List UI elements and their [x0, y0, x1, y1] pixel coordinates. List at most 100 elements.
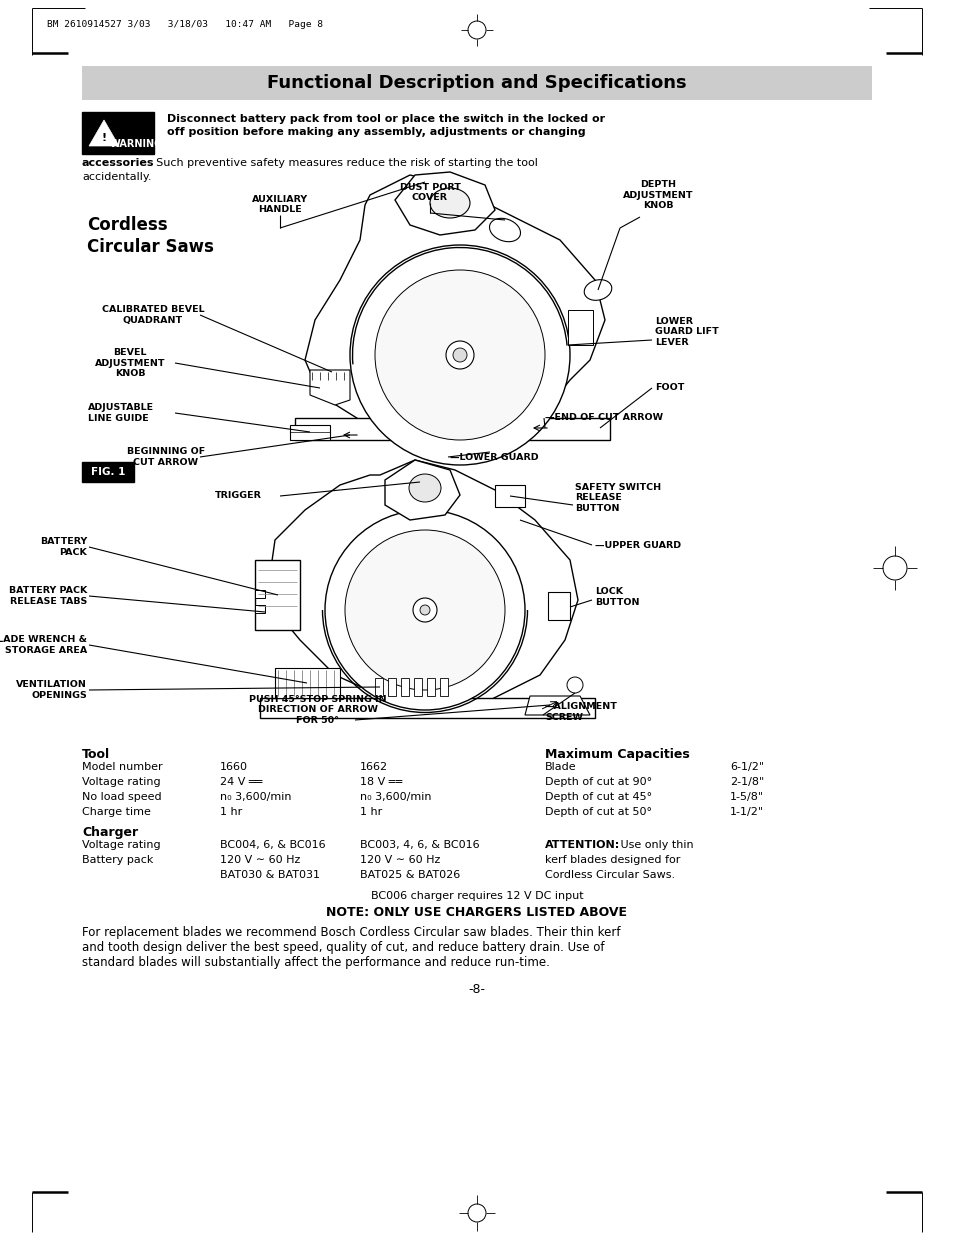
Bar — [414, 678, 421, 697]
Polygon shape — [270, 459, 578, 710]
Text: ATTENTION:: ATTENTION: — [544, 840, 619, 850]
Text: . Such preventive safety measures reduce the risk of starting the tool: . Such preventive safety measures reduce… — [149, 158, 537, 168]
Text: SAFETY SWITCH
RELEASE
BUTTON: SAFETY SWITCH RELEASE BUTTON — [575, 483, 660, 513]
Bar — [439, 678, 448, 697]
Text: —ALIGNMENT
SCREW: —ALIGNMENT SCREW — [544, 703, 618, 721]
Text: 120 V ∼ 60 Hz: 120 V ∼ 60 Hz — [220, 855, 300, 864]
Circle shape — [325, 510, 524, 710]
Circle shape — [375, 270, 544, 440]
Text: 18 V ══: 18 V ══ — [359, 777, 402, 787]
Text: -8-: -8- — [468, 983, 485, 995]
Text: NOTE: ONLY USE CHARGERS LISTED ABOVE: NOTE: ONLY USE CHARGERS LISTED ABOVE — [326, 906, 627, 919]
Text: 1 hr: 1 hr — [220, 806, 242, 818]
Text: 1 hr: 1 hr — [359, 806, 382, 818]
Text: BEVEL
ADJUSTMENT
KNOB: BEVEL ADJUSTMENT KNOB — [94, 348, 165, 378]
Text: —LOWER GUARD: —LOWER GUARD — [450, 452, 538, 462]
Text: ADJUSTABLE
LINE GUIDE: ADJUSTABLE LINE GUIDE — [88, 404, 154, 422]
Bar — [547, 592, 569, 620]
Polygon shape — [395, 172, 495, 235]
Bar — [388, 678, 395, 697]
Polygon shape — [305, 175, 604, 435]
Text: Functional Description and Specifications: Functional Description and Specification… — [267, 74, 686, 91]
Bar — [400, 678, 409, 697]
Text: n₀ 3,600/min: n₀ 3,600/min — [359, 792, 431, 802]
Polygon shape — [89, 120, 119, 146]
Text: Model number: Model number — [82, 762, 162, 772]
Text: AUXILIARY
HANDLE: AUXILIARY HANDLE — [252, 195, 308, 214]
Text: Disconnect battery pack from tool or place the switch in the locked or: Disconnect battery pack from tool or pla… — [167, 114, 604, 124]
Text: 2-1/8": 2-1/8" — [729, 777, 763, 787]
Circle shape — [413, 598, 436, 622]
Text: For replacement blades we recommend Bosch Cordless Circular saw blades. Their th: For replacement blades we recommend Bosc… — [82, 926, 619, 939]
Text: —END OF CUT ARROW: —END OF CUT ARROW — [544, 414, 662, 422]
Text: Use only thin: Use only thin — [617, 840, 693, 850]
Bar — [82, 462, 133, 482]
Text: Charger: Charger — [82, 826, 138, 839]
Text: BM 2610914527 3/03   3/18/03   10:47 AM   Page 8: BM 2610914527 3/03 3/18/03 10:47 AM Page… — [47, 20, 323, 28]
Text: Voltage rating: Voltage rating — [82, 777, 160, 787]
Text: BATTERY PACK
RELEASE TABS: BATTERY PACK RELEASE TABS — [9, 587, 87, 605]
Text: Voltage rating: Voltage rating — [82, 840, 160, 850]
Bar — [427, 678, 435, 697]
Polygon shape — [260, 698, 595, 718]
Text: VENTILATION
OPENINGS: VENTILATION OPENINGS — [16, 680, 87, 700]
Text: 1-1/2": 1-1/2" — [729, 806, 763, 818]
Text: Charge time: Charge time — [82, 806, 151, 818]
Text: BEGINNING OF
CUT ARROW: BEGINNING OF CUT ARROW — [127, 447, 205, 467]
Text: BAT025 & BAT026: BAT025 & BAT026 — [359, 869, 459, 881]
Text: LOWER
GUARD LIFT
LEVER: LOWER GUARD LIFT LEVER — [655, 317, 718, 347]
Text: DEPTH
ADJUSTMENT
KNOB: DEPTH ADJUSTMENT KNOB — [622, 180, 693, 210]
Text: n₀ 3,600/min: n₀ 3,600/min — [220, 792, 292, 802]
Bar — [254, 605, 265, 613]
Polygon shape — [385, 459, 459, 520]
Circle shape — [453, 348, 467, 362]
Text: Cordless Circular Saws.: Cordless Circular Saws. — [544, 869, 675, 881]
Text: PUSH 45°STOP SPRING IN
DIRECTION OF ARROW
FOR 50°: PUSH 45°STOP SPRING IN DIRECTION OF ARRO… — [249, 695, 386, 725]
Polygon shape — [290, 425, 330, 440]
Text: FIG. 1: FIG. 1 — [91, 467, 125, 477]
Text: LOCK
BUTTON: LOCK BUTTON — [595, 588, 639, 606]
Text: off position before making any assembly, adjustments or changing: off position before making any assembly,… — [167, 127, 585, 137]
Text: accidentally.: accidentally. — [82, 172, 152, 182]
Bar — [82, 65, 871, 100]
Ellipse shape — [583, 279, 611, 300]
Circle shape — [446, 341, 474, 369]
Text: BLADE WRENCH &
STORAGE AREA: BLADE WRENCH & STORAGE AREA — [0, 635, 87, 655]
Text: kerf blades designed for: kerf blades designed for — [544, 855, 679, 864]
Text: Depth of cut at 90°: Depth of cut at 90° — [544, 777, 652, 787]
Text: standard blades will substantially affect the performance and reduce run-time.: standard blades will substantially affec… — [82, 956, 549, 969]
Bar — [254, 590, 265, 598]
Circle shape — [419, 605, 430, 615]
Ellipse shape — [409, 474, 440, 501]
Text: Battery pack: Battery pack — [82, 855, 153, 864]
Bar — [82, 112, 153, 154]
Text: 120 V ∼ 60 Hz: 120 V ∼ 60 Hz — [359, 855, 440, 864]
Text: Blade: Blade — [544, 762, 576, 772]
Circle shape — [350, 245, 569, 466]
Bar — [375, 678, 382, 697]
Text: 24 V ══: 24 V ══ — [220, 777, 262, 787]
Text: 1660: 1660 — [220, 762, 248, 772]
Text: BC003, 4, 6, & BC016: BC003, 4, 6, & BC016 — [359, 840, 479, 850]
Polygon shape — [310, 370, 350, 405]
Text: BAT030 & BAT031: BAT030 & BAT031 — [220, 869, 319, 881]
Ellipse shape — [430, 188, 470, 219]
Text: Cordless
Circular Saws: Cordless Circular Saws — [87, 216, 213, 256]
Polygon shape — [274, 668, 339, 698]
Text: CALIBRATED BEVEL
QUADRANT: CALIBRATED BEVEL QUADRANT — [102, 305, 204, 325]
Text: 1662: 1662 — [359, 762, 388, 772]
Text: !: ! — [101, 133, 107, 143]
Text: accessories: accessories — [82, 158, 154, 168]
Text: BC004, 6, & BC016: BC004, 6, & BC016 — [220, 840, 325, 850]
Text: TRIGGER: TRIGGER — [214, 492, 262, 500]
Polygon shape — [524, 697, 589, 715]
Text: 1-5/8": 1-5/8" — [729, 792, 763, 802]
Text: Tool: Tool — [82, 748, 110, 761]
Text: DUST PORT
COVER: DUST PORT COVER — [399, 183, 460, 203]
Ellipse shape — [489, 219, 520, 242]
Bar — [567, 310, 593, 345]
Text: BATTERY
PACK: BATTERY PACK — [40, 537, 87, 557]
Text: No load speed: No load speed — [82, 792, 161, 802]
Text: —UPPER GUARD: —UPPER GUARD — [595, 541, 680, 550]
Circle shape — [566, 677, 582, 693]
